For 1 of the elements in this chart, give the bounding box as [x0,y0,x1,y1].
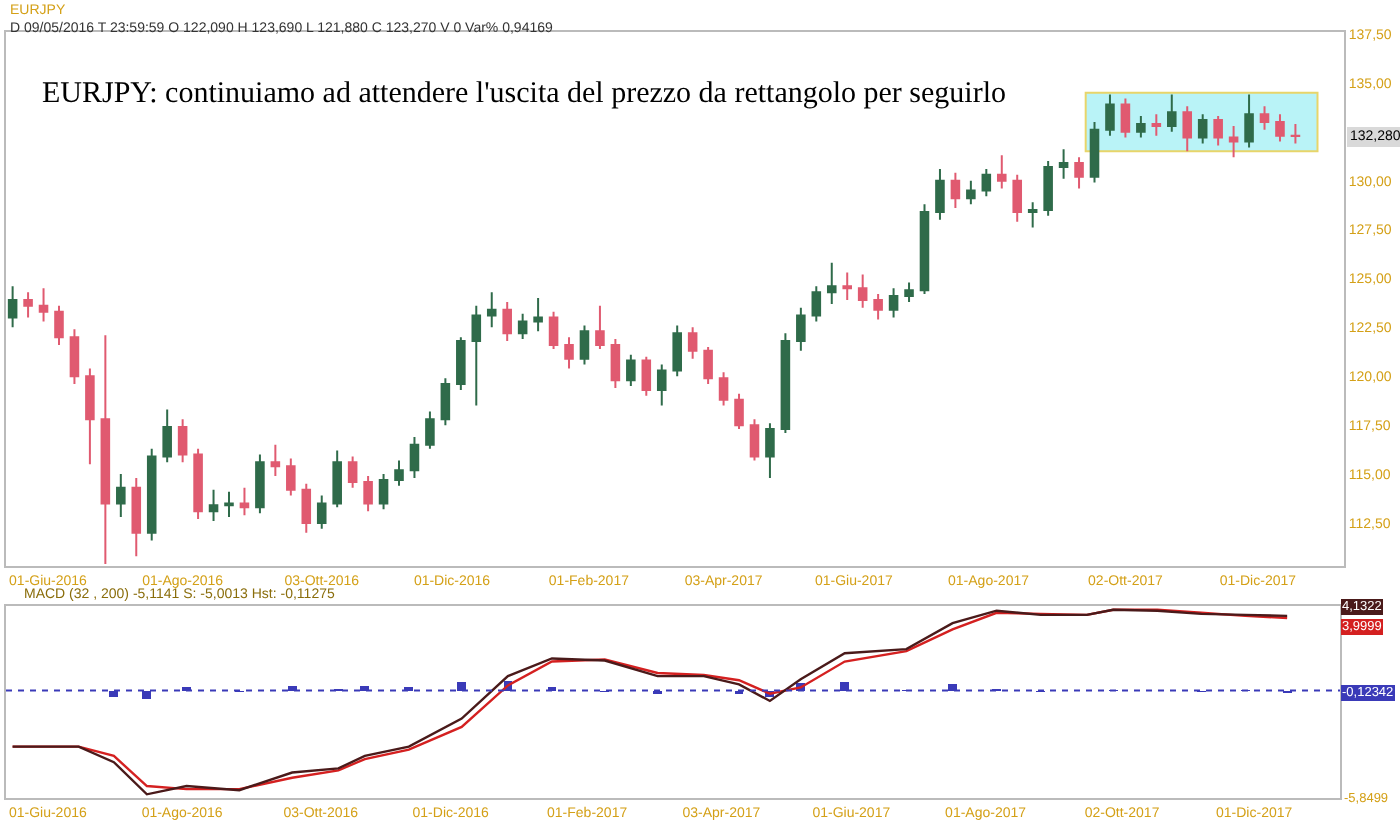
text: EURJPY: continuiamo ad attendere l'uscita del prezzo da rettangolo per seguirlo [42,77,1007,110]
